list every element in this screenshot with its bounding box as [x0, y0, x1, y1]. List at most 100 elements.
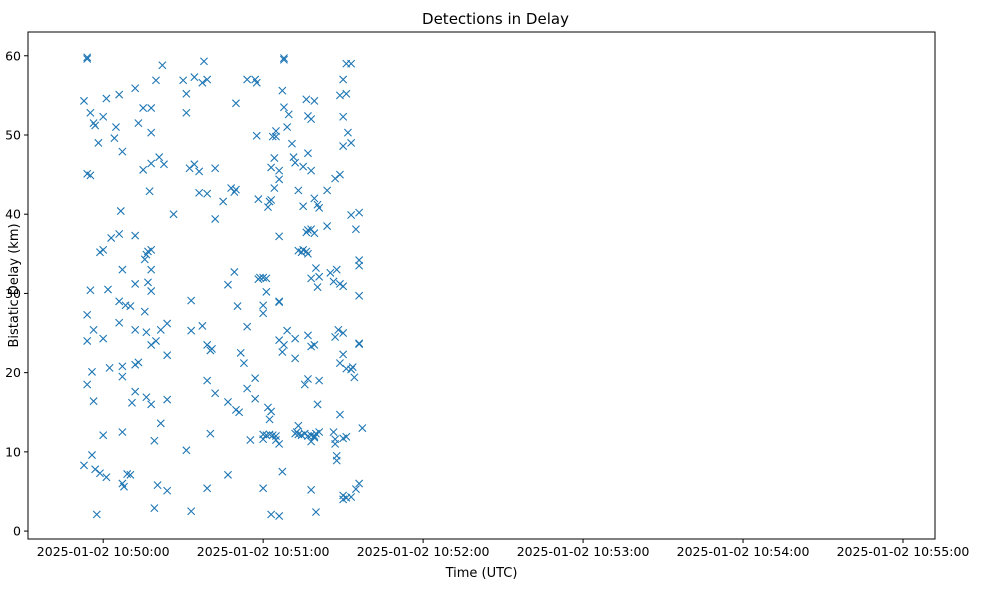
data-point — [303, 149, 312, 158]
data-point — [278, 86, 287, 95]
data-point — [127, 398, 136, 407]
data-point — [279, 340, 288, 349]
data-point — [123, 470, 132, 479]
data-point — [223, 280, 232, 289]
data-point — [254, 195, 263, 204]
data-point — [223, 397, 232, 406]
data-point — [126, 470, 135, 479]
data-point — [147, 340, 156, 349]
data-point — [243, 322, 252, 331]
data-point — [86, 286, 95, 295]
y-tick-label: 50 — [5, 127, 21, 142]
data-point — [355, 339, 364, 348]
data-point — [211, 214, 220, 223]
chart-title: Detections in Delay — [422, 10, 569, 28]
data-point — [150, 436, 159, 445]
data-point — [199, 57, 208, 66]
data-point — [335, 91, 344, 100]
data-point — [355, 256, 364, 265]
data-point — [246, 435, 255, 444]
data-point — [294, 430, 303, 439]
data-point — [83, 310, 92, 319]
data-point — [347, 138, 356, 147]
data-point — [115, 297, 124, 306]
data-point — [89, 325, 98, 334]
data-point — [158, 61, 167, 70]
data-point — [342, 89, 351, 98]
y-tick-label: 0 — [13, 524, 21, 539]
data-point — [163, 486, 172, 495]
data-point — [270, 184, 279, 193]
data-point — [307, 166, 316, 175]
data-point — [219, 197, 228, 206]
data-point — [329, 277, 338, 286]
data-point — [310, 432, 319, 441]
data-point — [94, 138, 103, 147]
data-point — [315, 376, 324, 385]
data-point — [198, 321, 207, 330]
data-point — [147, 287, 156, 296]
y-tick-label: 40 — [5, 207, 21, 222]
data-point — [291, 158, 300, 167]
data-point — [83, 336, 92, 345]
data-point — [307, 274, 316, 283]
data-point — [303, 331, 312, 340]
data-point — [347, 493, 356, 502]
data-point — [233, 302, 242, 311]
data-point — [105, 363, 114, 372]
data-point — [259, 430, 268, 439]
data-point — [339, 350, 348, 359]
data-point — [339, 495, 348, 504]
data-point — [111, 123, 120, 132]
data-point — [291, 334, 300, 343]
data-point — [159, 160, 168, 169]
data-point — [230, 268, 239, 277]
data-point — [118, 372, 127, 381]
data-point — [278, 348, 287, 357]
data-point — [203, 484, 212, 493]
data-point — [279, 54, 288, 63]
data-point — [275, 175, 284, 184]
data-point — [332, 456, 341, 465]
data-point — [339, 75, 348, 84]
data-point — [339, 329, 348, 338]
data-point — [270, 153, 279, 162]
data-point — [265, 415, 274, 424]
data-point — [91, 465, 100, 474]
data-point — [102, 94, 111, 103]
data-point — [331, 333, 340, 341]
data-point — [347, 211, 356, 219]
data-point — [262, 274, 271, 283]
data-point — [310, 96, 319, 105]
data-point — [134, 119, 143, 128]
data-point — [103, 285, 112, 294]
data-point — [190, 160, 199, 169]
data-point — [182, 108, 191, 117]
data-point — [142, 328, 151, 337]
data-point — [211, 164, 220, 173]
data-point — [323, 222, 332, 231]
data-point — [307, 437, 316, 446]
data-point — [355, 208, 364, 217]
x-tick-label: 2025-01-02 10:54:00 — [677, 544, 810, 559]
data-point — [79, 461, 88, 470]
data-point — [203, 189, 212, 198]
data-point — [335, 170, 344, 179]
data-point — [355, 340, 364, 349]
data-point — [86, 171, 95, 180]
data-point — [307, 115, 316, 124]
data-point — [121, 301, 130, 310]
data-point — [223, 470, 232, 479]
data-point — [326, 268, 335, 277]
data-point — [255, 273, 264, 282]
data-point — [118, 362, 127, 371]
data-point — [331, 174, 340, 183]
data-point — [299, 162, 308, 171]
x-tick-label: 2025-01-02 10:52:00 — [357, 544, 490, 559]
data-point — [342, 432, 351, 441]
data-point — [156, 419, 165, 428]
data-points — [79, 53, 367, 521]
data-point — [275, 439, 284, 448]
data-point — [315, 203, 324, 212]
